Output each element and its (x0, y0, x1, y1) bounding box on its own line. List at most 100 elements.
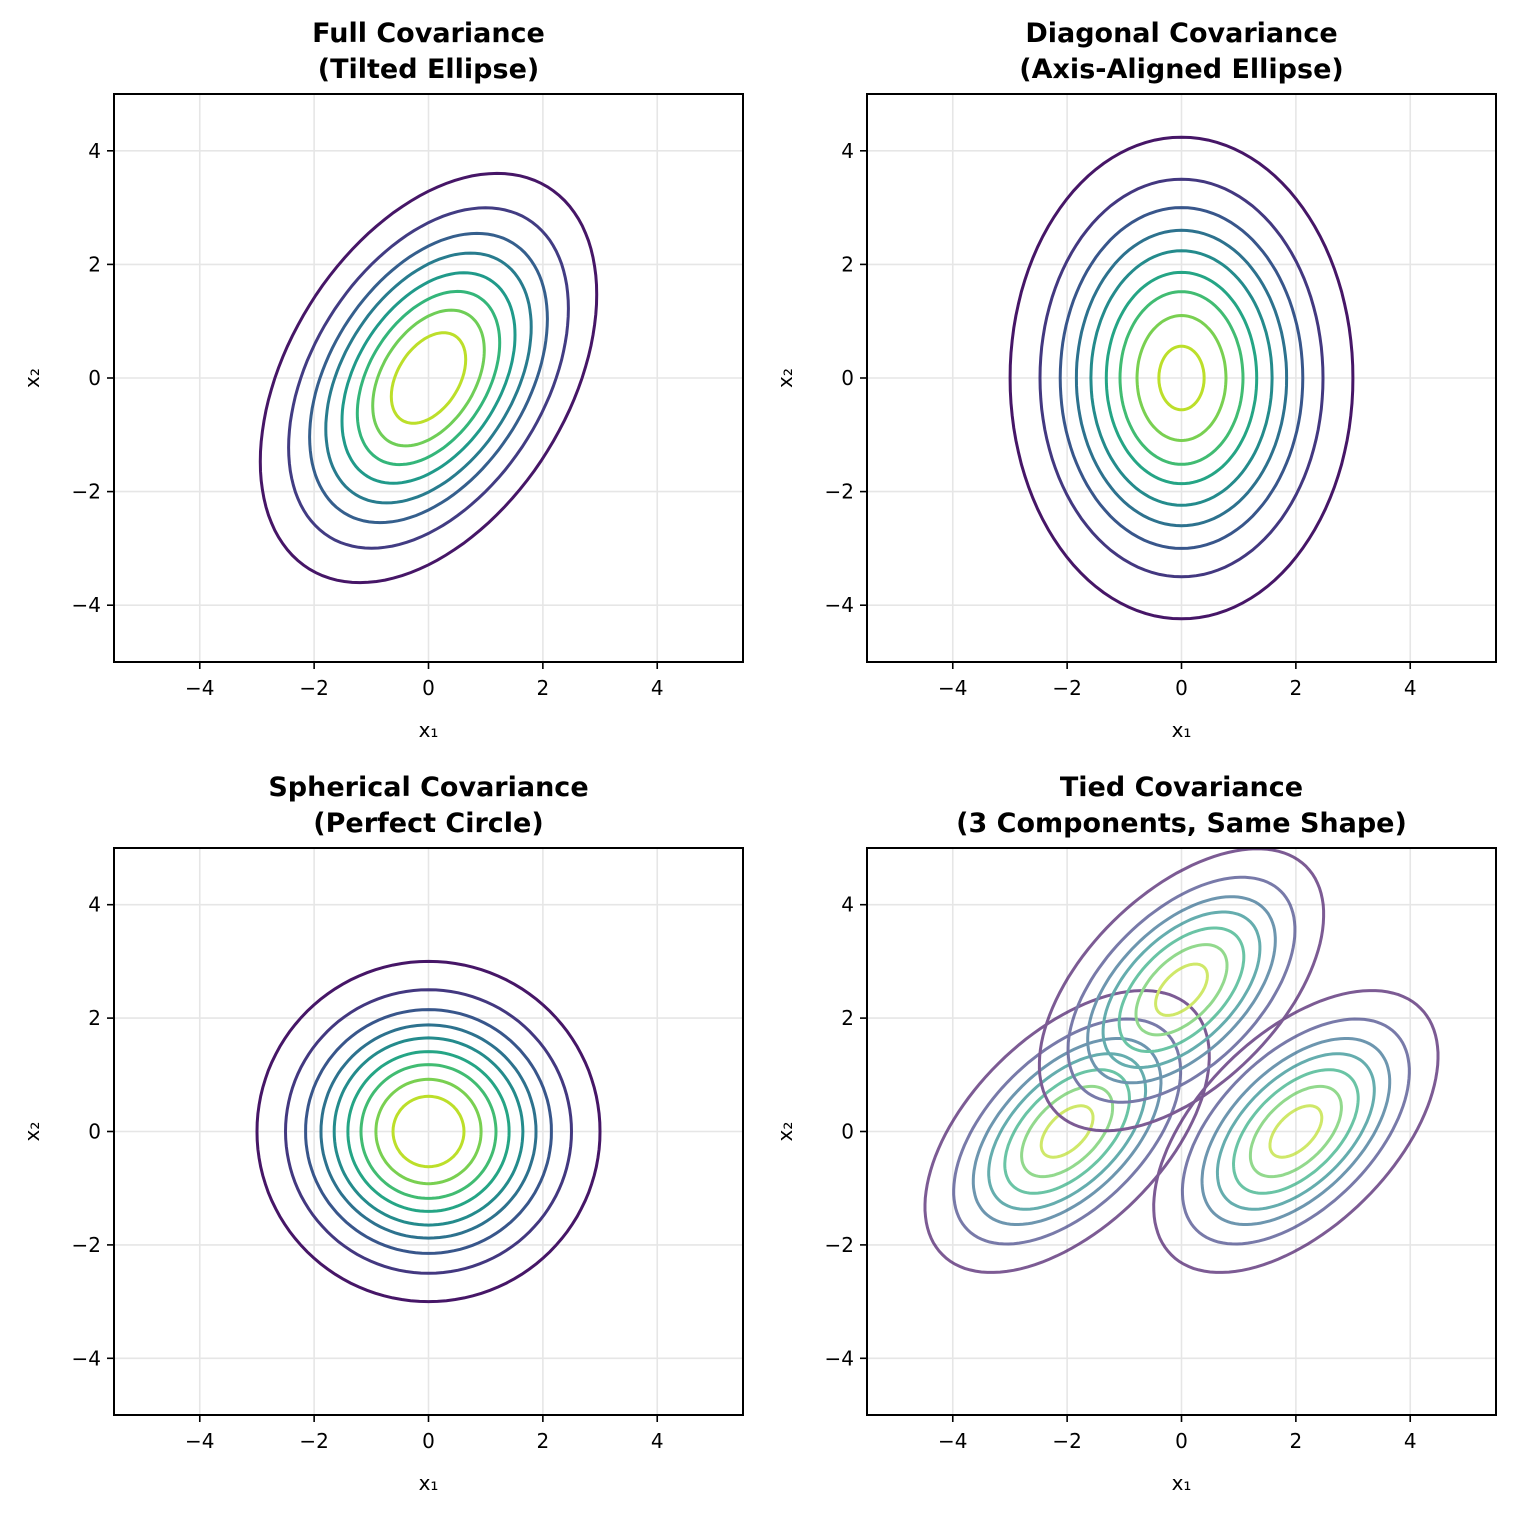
contour-line-c1-l8 (389, 331, 468, 425)
contour-line-c1-l9 (1157, 344, 1206, 412)
x-tick-label: 0 (1175, 1429, 1188, 1453)
y-tick-label: −2 (825, 480, 854, 504)
contour-line-c1-l3 (308, 231, 549, 525)
contours (923, 848, 1440, 1274)
x-tick-label: 0 (422, 676, 435, 700)
contour-line-c1-l9 (391, 1094, 466, 1169)
x-tick-label: −4 (938, 1429, 967, 1453)
contours (258, 171, 599, 585)
grid (867, 848, 1496, 1415)
contour-line-c3-l7 (1268, 1104, 1324, 1159)
subplot-2: Diagonal Covariance (Axis-Aligned Ellipse… (773, 18, 1497, 742)
y-tick-label: 0 (841, 366, 854, 390)
contour-line-c1-l5 (1089, 249, 1274, 507)
contour-line-c3-l1 (1152, 989, 1440, 1274)
contour-line-c1-l8 (1135, 313, 1228, 443)
y-tick-label: 2 (841, 1006, 854, 1030)
contour-line-c1-l5 (340, 271, 517, 485)
y-tick-label: 4 (88, 893, 101, 917)
y-tick-label: 4 (841, 139, 854, 163)
subplot-title-line1: Full Covariance (312, 18, 545, 49)
x-tick-label: 2 (1289, 1429, 1302, 1453)
subplot-title-line2: (Axis-Aligned Ellipse) (1019, 54, 1343, 85)
contour-line-c1-l6 (346, 1050, 511, 1213)
x-axis-label: x₁ (419, 1471, 439, 1495)
contour-line-c1-l3 (304, 1008, 553, 1255)
contour-line-c3-l4 (1215, 1052, 1376, 1211)
contour-line-c1-l1 (255, 959, 602, 1304)
contour-line-c1-l7 (371, 308, 486, 448)
x-tick-label: 4 (1404, 676, 1417, 700)
y-tick-label: −4 (72, 593, 101, 617)
y-axis-label: x₂ (20, 1122, 44, 1142)
contour-line-c2-l7 (1154, 962, 1209, 1017)
contour-line-c1-l4 (324, 251, 533, 505)
y-tick-label: 2 (841, 252, 854, 276)
x-tick-label: 2 (536, 1429, 549, 1453)
contour-line-c3-l6 (1248, 1084, 1343, 1179)
contour-line-c2-l4 (1101, 910, 1262, 1069)
y-tick-label: −2 (825, 1233, 854, 1257)
y-tick-label: 0 (88, 366, 101, 390)
contour-line-c1-l5 (332, 1036, 525, 1227)
y-axis-label: x₂ (773, 1122, 797, 1142)
contour-line-c3-l2 (1180, 1017, 1411, 1246)
subplot-title-line2: (Perfect Circle) (313, 808, 543, 839)
x-tick-label: −2 (299, 1429, 328, 1453)
contour-line-c1-l7 (359, 1063, 498, 1200)
contour-line-c1-l2 (1038, 177, 1325, 579)
subplot-4: Tied Covariance (3 Components, Same Shape… (773, 772, 1497, 1495)
contour-line-c1-l3 (1058, 206, 1305, 550)
x-tick-label: −4 (185, 676, 214, 700)
x-tick-label: −2 (1052, 1429, 1081, 1453)
contour-line-c1-l6 (1104, 270, 1259, 486)
y-tick-label: 2 (88, 252, 101, 276)
subplot-title-line2: (Tilted Ellipse) (318, 54, 539, 85)
contour-line-c1-l4 (319, 1023, 538, 1240)
x-tick-label: −2 (299, 676, 328, 700)
x-tick-label: 0 (422, 1429, 435, 1453)
y-tick-label: −2 (72, 480, 101, 504)
y-tick-label: 0 (841, 1120, 854, 1144)
y-tick-label: −2 (72, 1233, 101, 1257)
contour-line-c1-l1 (923, 989, 1211, 1274)
x-tick-label: −4 (938, 676, 967, 700)
x-axis-label: x₁ (1172, 1471, 1192, 1495)
subplot-title-line2: (3 Components, Same Shape) (956, 808, 1407, 839)
x-tick-label: 2 (1289, 676, 1302, 700)
contours (255, 959, 602, 1304)
subplot-title-line1: Tied Covariance (1060, 772, 1303, 803)
x-tick-label: −4 (185, 1429, 214, 1453)
contour-line-c3-l5 (1231, 1068, 1360, 1195)
y-axis-label: x₂ (20, 368, 44, 388)
grid (114, 848, 743, 1415)
x-axis-label: x₁ (1172, 718, 1192, 742)
subplot-1: Full Covariance (Tilted Ellipse) −4 −2 0 2 4 −4… (20, 18, 744, 742)
contour-line-c1-l1 (258, 171, 599, 585)
subplot-3: Spherical Covariance (Perfect Circle) −4 −2… (20, 772, 744, 1495)
contour-line-c3-l3 (1200, 1037, 1392, 1226)
x-tick-label: 0 (1175, 676, 1188, 700)
contour-line-c1-l1 (1008, 135, 1355, 621)
contours (1008, 135, 1355, 621)
x-tick-label: 2 (536, 676, 549, 700)
y-tick-label: 0 (88, 1120, 101, 1144)
contour-line-c1-l7 (1118, 290, 1245, 466)
y-tick-label: −4 (72, 1346, 101, 1370)
y-tick-label: −4 (825, 1346, 854, 1370)
y-tick-label: −4 (825, 593, 854, 617)
subplot-title-line1: Diagonal Covariance (1025, 18, 1337, 49)
grid (867, 94, 1496, 662)
contour-line-c1-l2 (287, 206, 570, 550)
x-tick-label: 4 (651, 676, 664, 700)
contour-line-c2-l1 (1037, 848, 1326, 1133)
x-tick-label: 4 (1404, 1429, 1417, 1453)
contour-line-c2-l2 (1066, 875, 1297, 1104)
grid (114, 94, 743, 662)
contour-line-c1-l7 (1039, 1104, 1095, 1159)
contour-line-c2-l6 (1134, 943, 1229, 1037)
y-tick-label: 2 (88, 1006, 101, 1030)
y-tick-label: 4 (88, 139, 101, 163)
contour-line-c1-l6 (355, 289, 502, 467)
